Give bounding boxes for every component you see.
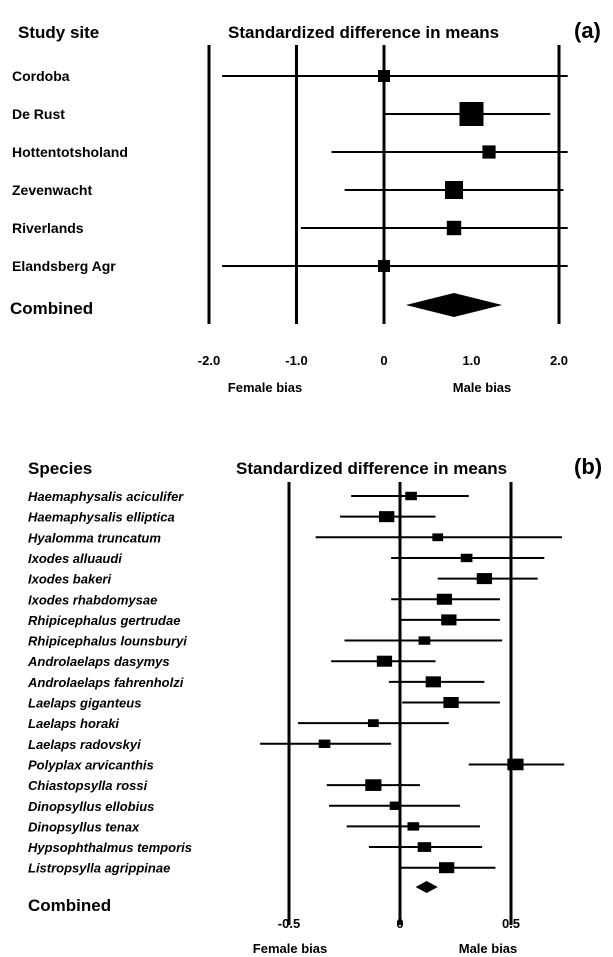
panel-b-row-label-8: Androlaelaps dasymys bbox=[27, 654, 170, 669]
panel-b-point-estimate-16 bbox=[407, 822, 420, 831]
panel-b-female-bias-label: Female bias bbox=[253, 941, 327, 956]
panel-a-combined-label: Combined bbox=[10, 299, 93, 318]
panel-b-row-label-14: Chiastopsylla rossi bbox=[28, 778, 148, 793]
panel-a-tick-label-0: -2.0 bbox=[198, 353, 220, 368]
panel-b-point-estimate-2 bbox=[432, 533, 444, 542]
panel-a-point-estimate-0 bbox=[378, 70, 390, 82]
panel-b-row-label-11: Laelaps horaki bbox=[28, 716, 119, 731]
panel-a-combined: Combined bbox=[10, 293, 503, 318]
panel-b-point-estimate-7 bbox=[418, 636, 431, 645]
panel-b-point-estimate-9 bbox=[425, 676, 441, 688]
panel-b-row-label-10: Laelaps giganteus bbox=[28, 696, 141, 711]
panel-a-point-estimate-5 bbox=[378, 260, 390, 272]
panel-b-row-label-16: Dinopsyllus tenax bbox=[28, 819, 140, 834]
panel-b-point-estimate-14 bbox=[365, 779, 382, 791]
panel-b-row-label-0: Haemaphysalis aciculifer bbox=[28, 489, 184, 504]
panel-a-point-estimate-1 bbox=[459, 102, 484, 126]
panel-b-point-estimate-5 bbox=[436, 593, 453, 605]
panel-b-point-estimate-4 bbox=[476, 573, 493, 585]
panel-b-row-label-18: Listropsylla agrippinae bbox=[28, 861, 170, 876]
panel-b-row-label-13: Polyplax arvicanthis bbox=[28, 757, 154, 772]
panel-b-point-estimate-12 bbox=[318, 739, 331, 749]
panel-b-rows: Haemaphysalis aciculifer Haemaphysalis el… bbox=[27, 489, 565, 876]
panel-b-point-estimate-13 bbox=[507, 758, 524, 771]
panel-b-row-label-2: Hyalomma truncatum bbox=[28, 530, 161, 545]
panel-b-row-header: Species bbox=[28, 459, 92, 478]
panel-b-combined: Combined bbox=[28, 881, 438, 915]
panel-a-row-label-4: Riverlands bbox=[12, 220, 84, 236]
panel-b-point-estimate-1 bbox=[379, 511, 395, 523]
panel-b-row-label-9: Androlaelaps fahrenholzi bbox=[27, 675, 184, 690]
panel-a-tick-label-3: 1.0 bbox=[462, 353, 480, 368]
panel-b-tick-label-2: 0.5 bbox=[502, 916, 520, 931]
panel-b-point-estimate-18 bbox=[438, 862, 455, 874]
panel-b-point-estimate-10 bbox=[443, 696, 459, 709]
panel-a-row-label-2: Hottentotsholand bbox=[12, 144, 128, 160]
panel-b-point-estimate-11 bbox=[367, 719, 379, 728]
panel-b-row-label-3: Ixodes alluaudi bbox=[28, 551, 122, 566]
panel-a-male-bias-label: Male bias bbox=[453, 380, 512, 395]
panel-b-row-label-5: Ixodes rhabdomysae bbox=[28, 592, 157, 607]
panel-a-title: Standardized difference in means bbox=[228, 23, 499, 42]
panel-a-rows: Cordoba De Rust Hottentotsholand Zevenwacht… bbox=[12, 68, 568, 274]
panel-a-study-sites: Study site Standardized difference in me… bbox=[10, 18, 601, 395]
panel-b-gridlines bbox=[287, 482, 513, 925]
panel-a-point-estimate-3 bbox=[445, 181, 463, 199]
panel-b-letter: (b) bbox=[574, 454, 602, 479]
panel-b-row-label-7: Rhipicephalus lounsburyi bbox=[28, 634, 187, 649]
panel-b-row-label-1: Haemaphysalis elliptica bbox=[28, 510, 175, 525]
panel-b-tick-labels: -0.5 0 0.5 bbox=[278, 916, 520, 931]
panel-b-species: Species Standardized difference in means… bbox=[27, 454, 602, 956]
panel-b-row-label-12: Laelaps radovskyi bbox=[28, 737, 141, 752]
panel-a-tick-label-2: 0 bbox=[380, 353, 387, 368]
panel-a-row-header: Study site bbox=[18, 23, 99, 42]
panel-a-gridlines bbox=[207, 45, 561, 324]
panel-a-female-bias-label: Female bias bbox=[228, 380, 302, 395]
panel-a-row-label-0: Cordoba bbox=[12, 68, 70, 84]
panel-a-combined-diamond bbox=[405, 293, 503, 317]
panel-b-point-estimate-6 bbox=[441, 614, 457, 626]
panel-b-point-estimate-15 bbox=[389, 801, 402, 810]
panel-a-row-label-5: Elandsberg Agr bbox=[12, 258, 116, 274]
panel-a-point-estimate-2 bbox=[482, 145, 496, 159]
panel-a-point-estimate-4 bbox=[446, 220, 462, 236]
panel-b-point-estimate-0 bbox=[405, 491, 417, 501]
panel-b-row-label-4: Ixodes bakeri bbox=[28, 572, 111, 587]
panel-b-tick-label-1: 0 bbox=[396, 916, 403, 931]
panel-b-tick-label-0: -0.5 bbox=[278, 916, 300, 931]
panel-b-combined-diamond bbox=[415, 881, 438, 893]
panel-a-row-label-3: Zevenwacht bbox=[12, 182, 92, 198]
panel-b-point-estimate-8 bbox=[376, 655, 393, 667]
panel-b-title: Standardized difference in means bbox=[236, 459, 507, 478]
panel-b-combined-label: Combined bbox=[28, 896, 111, 915]
panel-a-letter: (a) bbox=[574, 18, 601, 43]
panel-b-row-label-15: Dinopsyllus ellobius bbox=[28, 799, 154, 814]
panel-b-row-label-6: Rhipicephalus gertrudae bbox=[28, 613, 180, 628]
panel-b-point-estimate-3 bbox=[460, 553, 473, 563]
panel-b-point-estimate-17 bbox=[417, 842, 432, 852]
panel-a-tick-label-4: 2.0 bbox=[550, 353, 568, 368]
panel-a-tick-label-1: -1.0 bbox=[285, 353, 307, 368]
panel-b-row-label-17: Hypsophthalmus temporis bbox=[28, 840, 192, 855]
panel-a-row-label-1: De Rust bbox=[12, 106, 65, 122]
panel-a-tick-labels: -2.0 -1.0 0 1.0 2.0 bbox=[198, 353, 568, 368]
panel-b-male-bias-label: Male bias bbox=[459, 941, 518, 956]
